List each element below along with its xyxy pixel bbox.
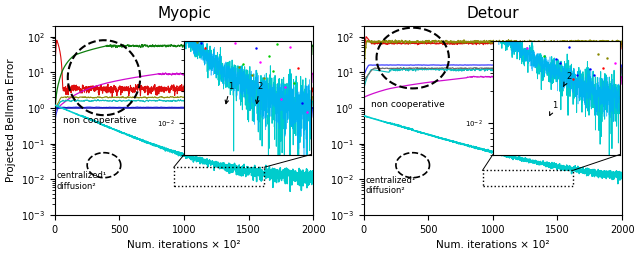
Title: Detour: Detour (467, 6, 519, 20)
Bar (483, 170, 573, 186)
Bar (174, 167, 264, 186)
Title: Myopic: Myopic (157, 6, 211, 20)
X-axis label: Num. iterations × 10²: Num. iterations × 10² (436, 240, 550, 250)
Y-axis label: Projected Bellman Error: Projected Bellman Error (6, 59, 15, 182)
Text: non cooperative: non cooperative (63, 116, 136, 125)
Text: non cooperative: non cooperative (371, 100, 445, 109)
Text: centralized¹
diffusion²: centralized¹ diffusion² (365, 176, 416, 195)
X-axis label: Num. iterations × 10²: Num. iterations × 10² (127, 240, 241, 250)
Text: centralized¹
diffusion²: centralized¹ diffusion² (57, 171, 107, 191)
